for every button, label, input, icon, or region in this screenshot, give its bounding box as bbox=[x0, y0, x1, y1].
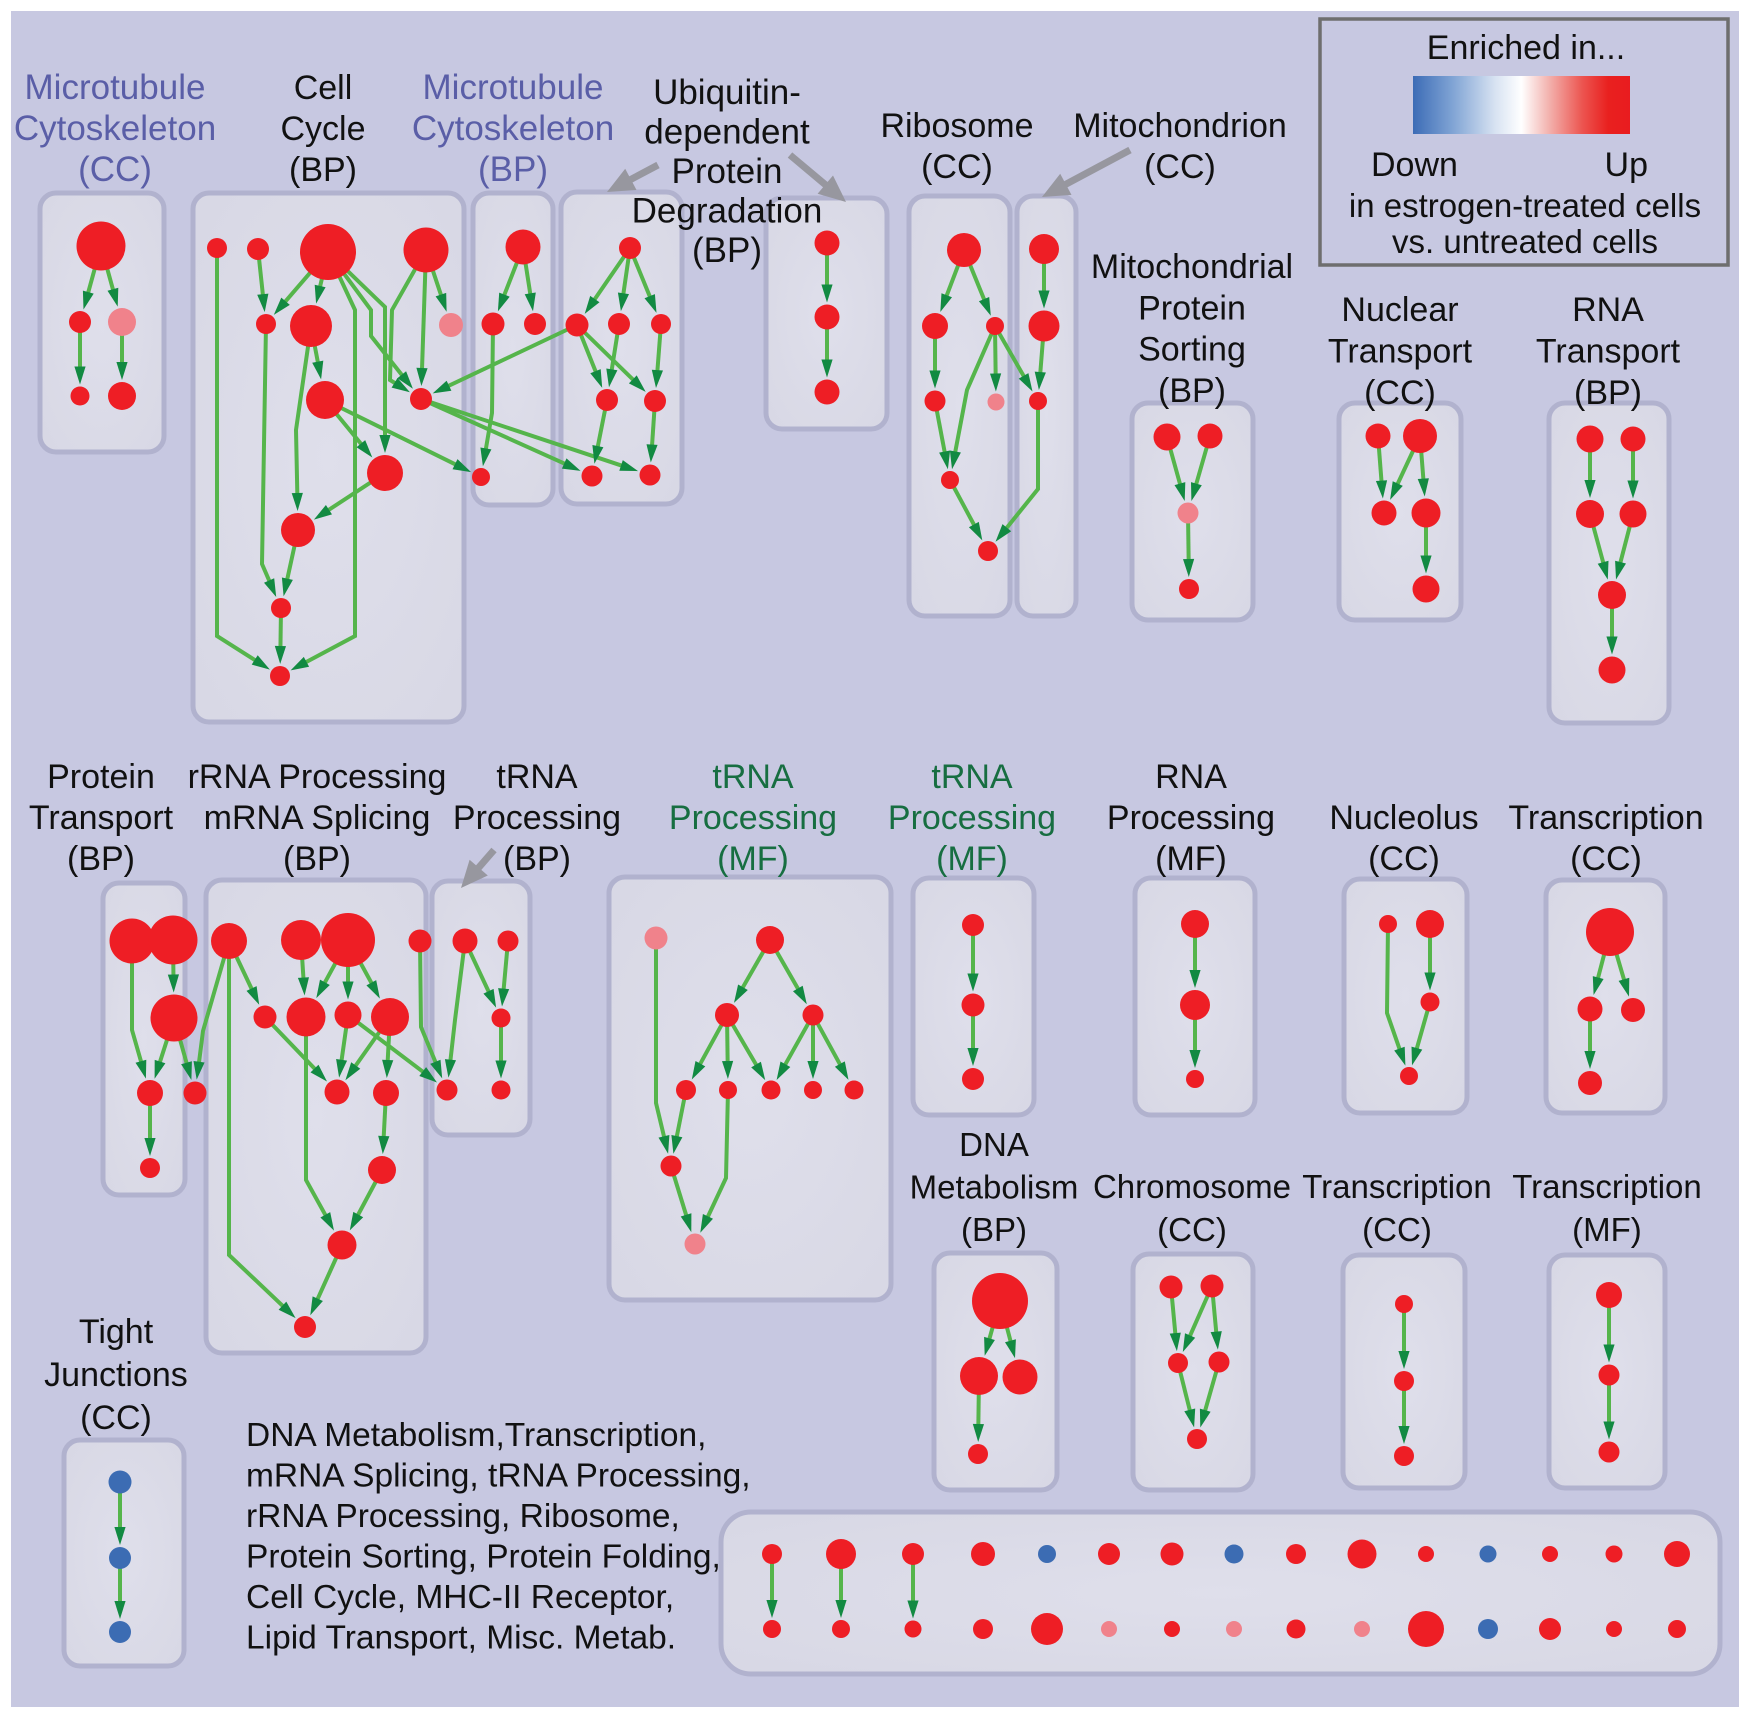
svg-text:Sorting: Sorting bbox=[1138, 331, 1246, 369]
svg-text:(BP): (BP) bbox=[503, 840, 571, 878]
svg-text:(CC): (CC) bbox=[1364, 374, 1436, 412]
svg-text:Ubiquitin-: Ubiquitin- bbox=[653, 73, 801, 112]
svg-text:Protein: Protein bbox=[1138, 289, 1246, 327]
svg-text:(BP): (BP) bbox=[1158, 372, 1226, 410]
svg-text:Transcription: Transcription bbox=[1512, 1168, 1702, 1205]
svg-text:Processing: Processing bbox=[669, 799, 837, 837]
svg-text:Protein: Protein bbox=[672, 152, 783, 191]
svg-text:Degradation: Degradation bbox=[632, 192, 823, 231]
svg-text:(MF): (MF) bbox=[717, 840, 789, 878]
svg-text:vs. untreated cells: vs. untreated cells bbox=[1392, 223, 1658, 260]
svg-text:(BP): (BP) bbox=[478, 150, 548, 189]
svg-text:Ribosome: Ribosome bbox=[880, 107, 1033, 145]
svg-text:Protein Sorting, Protein Foldi: Protein Sorting, Protein Folding, bbox=[246, 1539, 721, 1576]
svg-text:Enriched in...: Enriched in... bbox=[1427, 29, 1625, 67]
svg-text:mRNA Splicing: mRNA Splicing bbox=[204, 799, 431, 837]
svg-text:Tight: Tight bbox=[79, 1313, 154, 1351]
svg-text:(CC): (CC) bbox=[921, 148, 993, 186]
svg-text:(CC): (CC) bbox=[1368, 840, 1440, 878]
svg-text:(MF): (MF) bbox=[1572, 1211, 1642, 1248]
svg-text:Cytoskeleton: Cytoskeleton bbox=[412, 109, 614, 148]
svg-text:rRNA Processing: rRNA Processing bbox=[188, 758, 447, 796]
svg-text:Nucleolus: Nucleolus bbox=[1329, 799, 1478, 837]
svg-text:(BP): (BP) bbox=[692, 231, 762, 270]
svg-text:tRNA: tRNA bbox=[931, 758, 1013, 796]
svg-text:(BP): (BP) bbox=[1574, 374, 1642, 412]
svg-text:(BP): (BP) bbox=[289, 151, 357, 189]
svg-text:(CC): (CC) bbox=[1362, 1211, 1432, 1248]
svg-text:Transport: Transport bbox=[29, 799, 174, 837]
svg-text:Processing: Processing bbox=[453, 799, 621, 837]
svg-text:DNA Metabolism,Transcription,: DNA Metabolism,Transcription, bbox=[246, 1417, 706, 1454]
svg-text:Metabolism: Metabolism bbox=[910, 1169, 1079, 1206]
svg-text:Cell: Cell bbox=[294, 69, 353, 107]
svg-text:mRNA Splicing, tRNA Processing: mRNA Splicing, tRNA Processing, bbox=[246, 1458, 751, 1495]
svg-text:Mitochondrial: Mitochondrial bbox=[1091, 248, 1293, 286]
svg-text:dependent: dependent bbox=[644, 113, 810, 152]
svg-text:(BP): (BP) bbox=[961, 1211, 1027, 1248]
svg-text:(CC): (CC) bbox=[1157, 1211, 1227, 1248]
svg-text:(CC): (CC) bbox=[78, 150, 152, 189]
svg-text:RNA: RNA bbox=[1572, 291, 1644, 329]
svg-text:Transport: Transport bbox=[1328, 333, 1473, 371]
svg-text:(MF): (MF) bbox=[1155, 840, 1227, 878]
svg-text:DNA: DNA bbox=[959, 1126, 1029, 1163]
svg-text:tRNA: tRNA bbox=[712, 758, 794, 796]
svg-text:Cytoskeleton: Cytoskeleton bbox=[14, 109, 216, 148]
svg-text:Junctions: Junctions bbox=[44, 1356, 188, 1394]
svg-text:Cell Cycle, MHC-II Receptor,: Cell Cycle, MHC-II Receptor, bbox=[246, 1579, 674, 1616]
svg-text:RNA: RNA bbox=[1155, 758, 1227, 796]
svg-text:(CC): (CC) bbox=[1144, 148, 1216, 186]
svg-text:Nuclear: Nuclear bbox=[1341, 291, 1458, 329]
svg-text:Chromosome: Chromosome bbox=[1093, 1168, 1291, 1205]
svg-text:rRNA Processing, Ribosome,: rRNA Processing, Ribosome, bbox=[246, 1498, 680, 1535]
svg-text:Up: Up bbox=[1605, 146, 1648, 184]
svg-text:Processing: Processing bbox=[1107, 799, 1275, 837]
svg-text:(BP): (BP) bbox=[283, 840, 351, 878]
svg-text:Transcription: Transcription bbox=[1302, 1168, 1492, 1205]
svg-text:Mitochondrion: Mitochondrion bbox=[1073, 107, 1287, 145]
svg-text:(CC): (CC) bbox=[1570, 840, 1642, 878]
svg-text:Transcription: Transcription bbox=[1508, 799, 1703, 837]
svg-text:(BP): (BP) bbox=[67, 840, 135, 878]
svg-text:tRNA: tRNA bbox=[496, 758, 578, 796]
svg-text:Protein: Protein bbox=[47, 758, 155, 796]
svg-text:Microtubule: Microtubule bbox=[25, 68, 206, 107]
svg-text:Down: Down bbox=[1371, 146, 1458, 184]
svg-text:(MF): (MF) bbox=[936, 840, 1008, 878]
svg-text:Microtubule: Microtubule bbox=[423, 68, 604, 107]
svg-text:Lipid Transport, Misc. Metab.: Lipid Transport, Misc. Metab. bbox=[246, 1620, 676, 1657]
svg-text:Cycle: Cycle bbox=[280, 110, 365, 148]
svg-text:(CC): (CC) bbox=[80, 1399, 152, 1437]
svg-text:Processing: Processing bbox=[888, 799, 1056, 837]
svg-text:in estrogen-treated cells: in estrogen-treated cells bbox=[1349, 187, 1701, 224]
svg-text:Transport: Transport bbox=[1536, 333, 1681, 371]
